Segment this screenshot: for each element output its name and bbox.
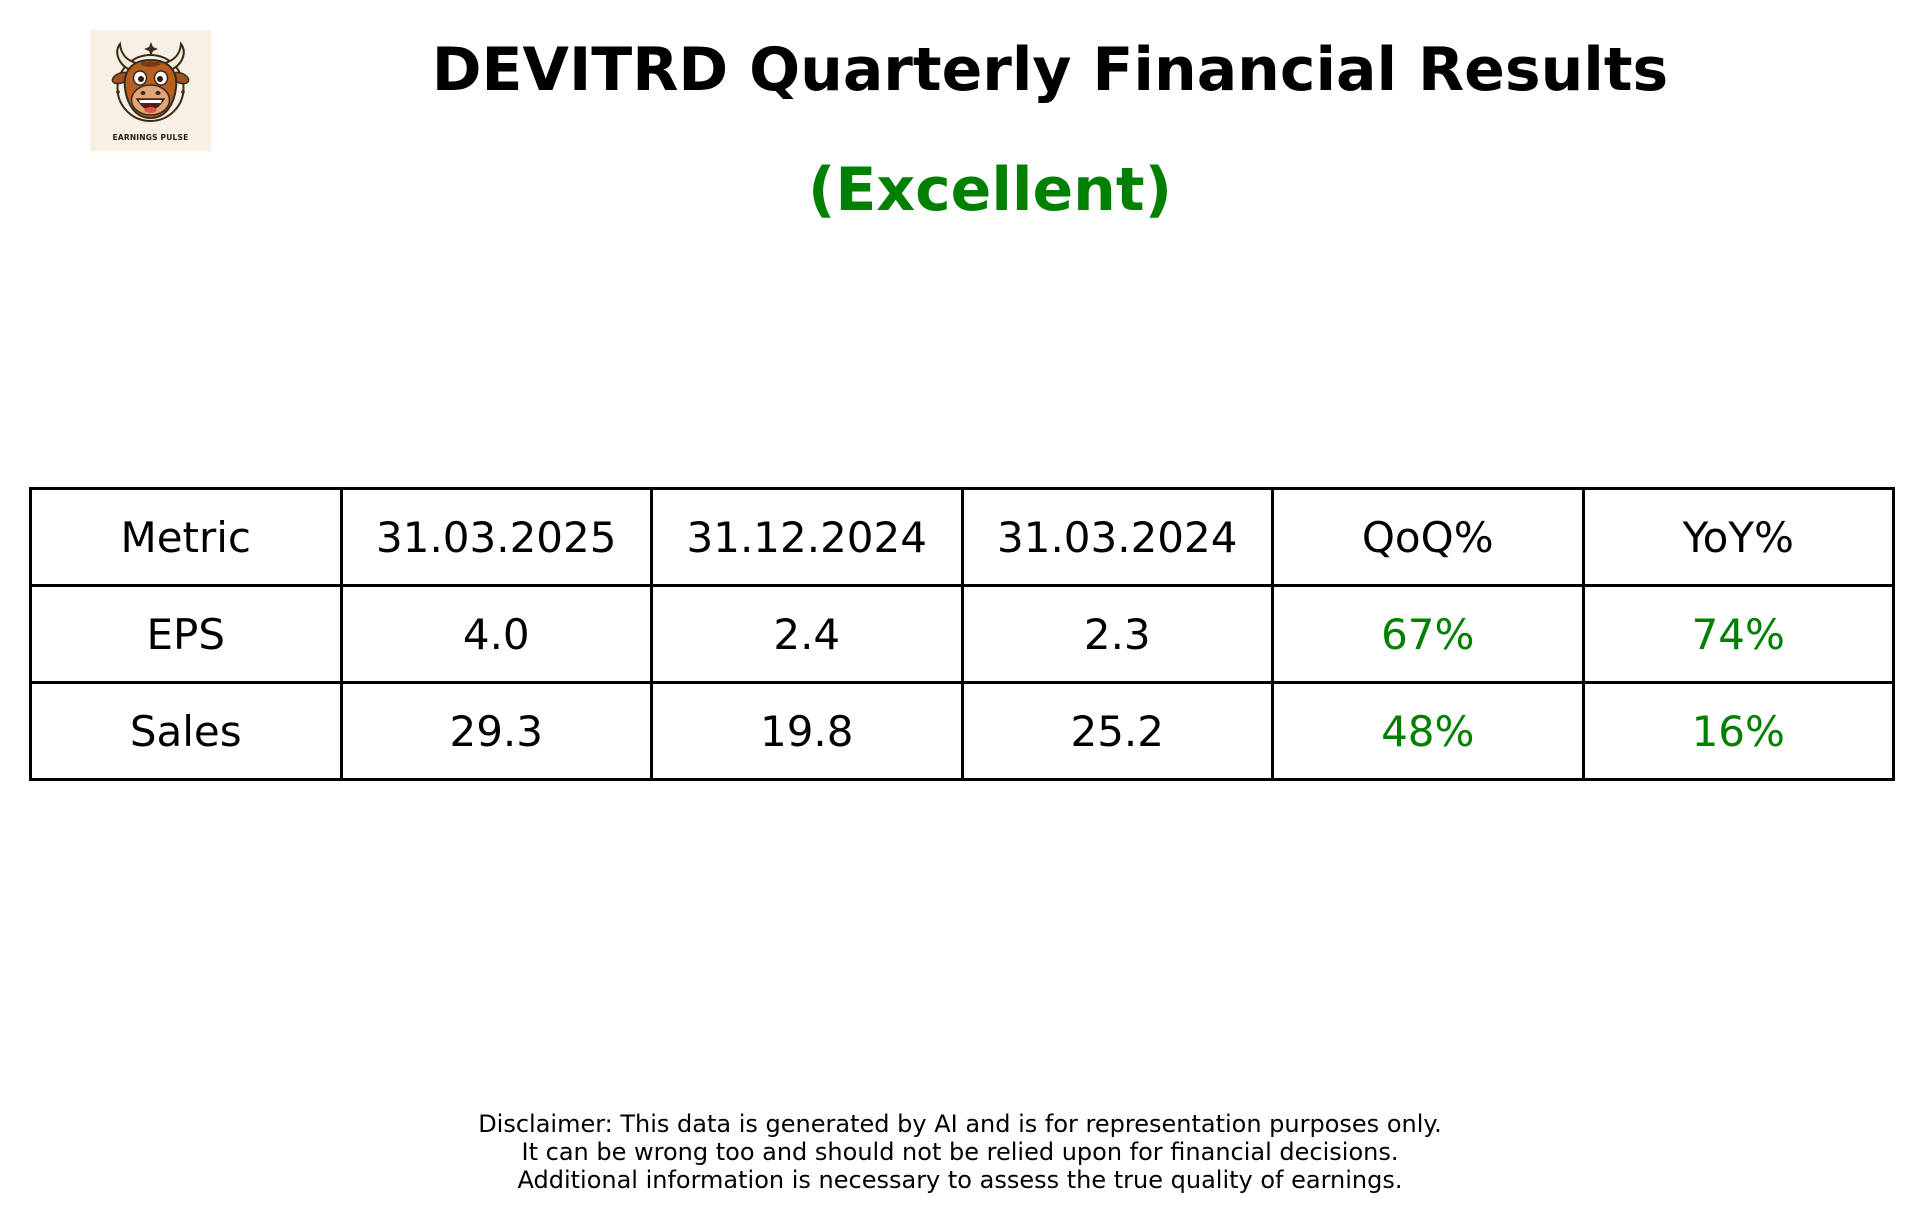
value-cell: 2.3 [960, 584, 1274, 684]
change-cell: 48% [1271, 681, 1585, 781]
disclaimer-line: Additional information is necessary to a… [517, 1166, 1403, 1194]
table-row: EPS 4.0 2.4 2.3 67% 74% [29, 584, 1895, 684]
change-cell: 74% [1581, 584, 1895, 684]
table-header-row: Metric 31.03.2025 31.12.2024 31.03.2024 QoQ%… [29, 487, 1895, 587]
disclaimer-line: Disclaimer: This data is generated by AI… [478, 1110, 1442, 1138]
table-header-cell: Metric [29, 487, 343, 587]
table-header-cell: YoY% [1581, 487, 1895, 587]
metric-cell: Sales [29, 681, 343, 781]
table-row: Sales 29.3 19.8 25.2 48% 16% [29, 681, 1895, 781]
table-header-cell: 31.03.2024 [960, 487, 1274, 587]
table-header-cell: 31.12.2024 [650, 487, 964, 587]
results-table: Metric 31.03.2025 31.12.2024 31.03.2024 QoQ%… [29, 487, 1895, 781]
table-header-cell: 31.03.2025 [339, 487, 653, 587]
disclaimer-line: It can be wrong too and should not be re… [521, 1138, 1399, 1166]
change-cell: 67% [1271, 584, 1585, 684]
table-header-cell: QoQ% [1271, 487, 1585, 587]
disclaimer: Disclaimer: This data is generated by AI… [360, 1110, 1560, 1194]
metric-cell: EPS [29, 584, 343, 684]
rating-label: (Excellent) [807, 155, 1172, 225]
bull-mascot-icon [111, 41, 190, 122]
change-cell: 16% [1581, 681, 1895, 781]
value-cell: 19.8 [650, 681, 964, 781]
page-title: DEVITRD Quarterly Financial Results [431, 35, 1669, 105]
value-cell: 4.0 [339, 584, 653, 684]
earnings-pulse-logo: EARNINGS PULSE [90, 30, 211, 151]
logo-caption: EARNINGS PULSE [112, 133, 189, 142]
value-cell: 29.3 [339, 681, 653, 781]
value-cell: 25.2 [960, 681, 1274, 781]
value-cell: 2.4 [650, 584, 964, 684]
